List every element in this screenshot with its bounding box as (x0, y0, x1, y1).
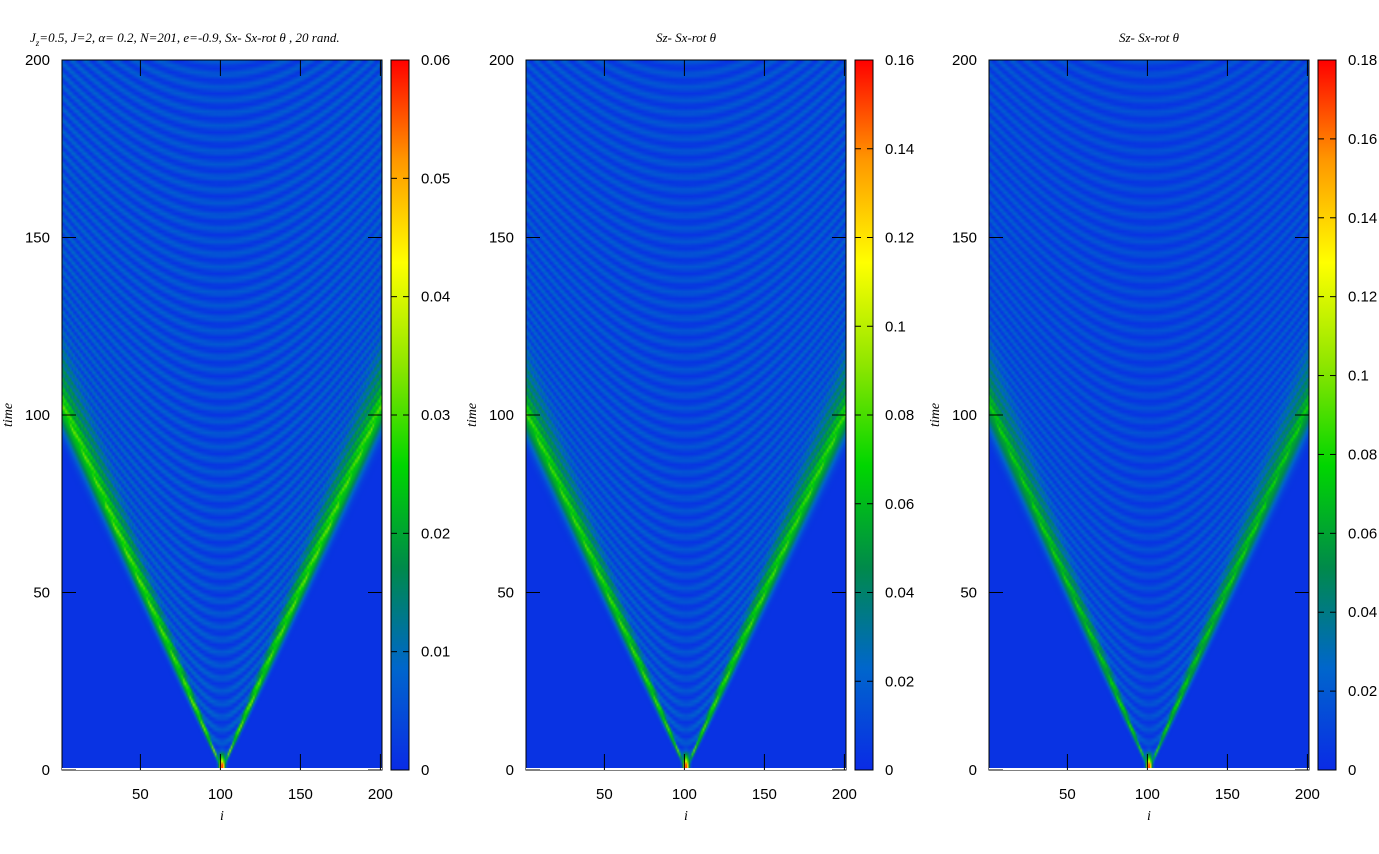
x-tick-label: 50 (596, 786, 613, 803)
panel-2-y-label: time (465, 403, 480, 427)
y-tick-label: 200 (489, 52, 514, 69)
panel-1-title-jz-symbol: J (30, 30, 37, 45)
panel-2-x-label: i (684, 809, 688, 824)
colorbar-tick-label: 0.16 (885, 52, 914, 69)
colorbar-tick-label: 0 (885, 762, 893, 779)
panel-1-title-jz-subscript: z (35, 38, 40, 48)
colorbar-tick-label: 0.01 (421, 644, 450, 661)
x-tick-label: 100 (1135, 786, 1160, 803)
y-tick-label: 200 (25, 52, 50, 69)
colorbar-tick-label: 0.04 (1348, 604, 1377, 621)
colorbar-tick-label: 0.14 (885, 141, 914, 158)
colorbar-tick-label: 0 (1348, 762, 1356, 779)
x-tick-label: 200 (368, 786, 393, 803)
panel-1-title-rest: =0.5, J=2, α= 0.2, N=201, e=-0.9, Sx- Sx… (39, 30, 339, 45)
y-tick-label: 200 (952, 52, 977, 69)
colorbar-tick-label: 0.08 (885, 407, 914, 424)
panel-1: Jz=0.5, J=2, α= 0.2, N=201, e=-0.9, Sx- … (1, 30, 450, 824)
colorbar-tick-label: 0.06 (885, 496, 914, 513)
colorbar-tick-label: 0 (421, 762, 429, 779)
y-tick-label: 0 (506, 762, 514, 779)
colorbar-tick-label: 0.02 (1348, 683, 1377, 700)
y-tick-label: 100 (489, 407, 514, 424)
panel-3-y-label: time (928, 403, 943, 427)
panel-3-axes: 50 100 150 200 0 50 100 150 200 (952, 52, 1320, 803)
panel-1-x-label: i (220, 809, 224, 824)
panel-3-colorbar (1317, 59, 1337, 771)
y-tick-label: 50 (960, 585, 977, 602)
colorbar-tick-label: 0.02 (421, 525, 450, 542)
colorbar-tick-label: 0.1 (885, 318, 906, 335)
x-tick-label: 200 (1295, 786, 1320, 803)
panel-1-colorbar-ticks: 0 0.01 0.02 0.03 0.04 0.05 0.06 (391, 52, 450, 779)
x-tick-label: 150 (1215, 786, 1240, 803)
colorbar-tick-label: 0.06 (1348, 525, 1377, 542)
x-tick-label: 100 (672, 786, 697, 803)
colorbar-tick-label: 0.12 (885, 230, 914, 247)
panel-1-axes: 50 100 150 200 0 50 100 150 200 (25, 52, 393, 803)
colorbar-tick-label: 0.05 (421, 170, 450, 187)
panel-2: Sz- Sx-rot θ 50 100 150 200 0 50 100 150 200 0 0.… (465, 30, 914, 824)
x-tick-label: 200 (832, 786, 857, 803)
y-tick-label: 150 (489, 230, 514, 247)
panel-3-title: Sz- Sx-rot θ (1119, 30, 1180, 45)
y-tick-label: 50 (33, 585, 50, 602)
y-tick-label: 0 (42, 762, 50, 779)
x-tick-label: 150 (288, 786, 313, 803)
x-tick-label: 150 (752, 786, 777, 803)
x-tick-label: 50 (132, 786, 149, 803)
colorbar-tick-label: 0.02 (885, 673, 914, 690)
colorbar-tick-label: 0.03 (421, 407, 450, 424)
colorbar-tick-label: 0.16 (1348, 131, 1377, 148)
colorbar-tick-label: 0.04 (885, 585, 914, 602)
panel-2-heatmap (526, 60, 846, 770)
panel-2-axes: 50 100 150 200 0 50 100 150 200 (489, 52, 857, 803)
panel-1-y-label: time (1, 403, 16, 427)
panel-3-heatmap (989, 60, 1309, 770)
x-tick-label: 100 (208, 786, 233, 803)
panel-3-x-label: i (1147, 809, 1151, 824)
colorbar-tick-label: 0.12 (1348, 289, 1377, 306)
colorbar-tick-label: 0.08 (1348, 446, 1377, 463)
panel-1-title: Jz=0.5, J=2, α= 0.2, N=201, e=-0.9, Sx- … (30, 30, 340, 48)
panel-3-colorbar-ticks: 0 0.02 0.04 0.06 0.08 0.1 0.12 0.14 0.16 0.18 (1318, 52, 1377, 779)
panel-3: Sz- Sx-rot θ 50 100 150 200 0 50 100 150 200 0 0.… (928, 30, 1377, 824)
y-tick-label: 150 (952, 230, 977, 247)
panel-1-heatmap (62, 60, 382, 770)
y-tick-label: 0 (969, 762, 977, 779)
y-tick-label: 150 (25, 230, 50, 247)
colorbar-tick-label: 0.04 (421, 289, 450, 306)
colorbar-tick-label: 0.18 (1348, 52, 1377, 69)
y-tick-label: 50 (497, 585, 514, 602)
colorbar-tick-label: 0.1 (1348, 368, 1369, 385)
y-tick-label: 100 (25, 407, 50, 424)
y-tick-label: 100 (952, 407, 977, 424)
colorbar-tick-label: 0.14 (1348, 210, 1377, 227)
x-tick-label: 50 (1059, 786, 1076, 803)
panel-2-title: Sz- Sx-rot θ (656, 30, 717, 45)
panel-2-colorbar-ticks: 0 0.02 0.04 0.06 0.08 0.1 0.12 0.14 0.16 (855, 52, 914, 779)
colorbar-tick-label: 0.06 (421, 52, 450, 69)
